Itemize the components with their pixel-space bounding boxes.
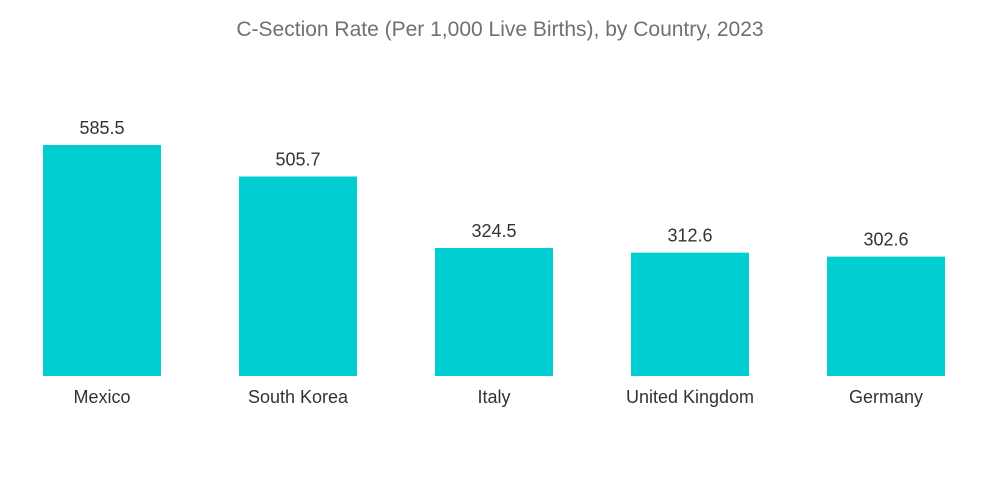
value-label-italy: 324.5 [471, 221, 516, 241]
chart-title: C-Section Rate (Per 1,000 Live Births), … [236, 18, 764, 41]
bar-germany [827, 256, 945, 376]
category-label-italy: Italy [477, 387, 510, 407]
category-label-germany: Germany [849, 387, 923, 407]
value-label-germany: 302.6 [863, 230, 908, 250]
bar-mexico [43, 145, 161, 376]
category-label-mexico: Mexico [73, 387, 130, 407]
category-label-united-kingdom: United Kingdom [626, 387, 754, 407]
bar-italy [435, 247, 553, 376]
value-label-united-kingdom: 312.6 [667, 226, 712, 246]
value-label-mexico: 585.5 [79, 118, 124, 138]
bar-united-kingdom [631, 252, 749, 376]
value-label-south-korea: 505.7 [275, 149, 320, 169]
bar-south-korea [239, 176, 357, 376]
category-label-south-korea: South Korea [248, 387, 349, 407]
